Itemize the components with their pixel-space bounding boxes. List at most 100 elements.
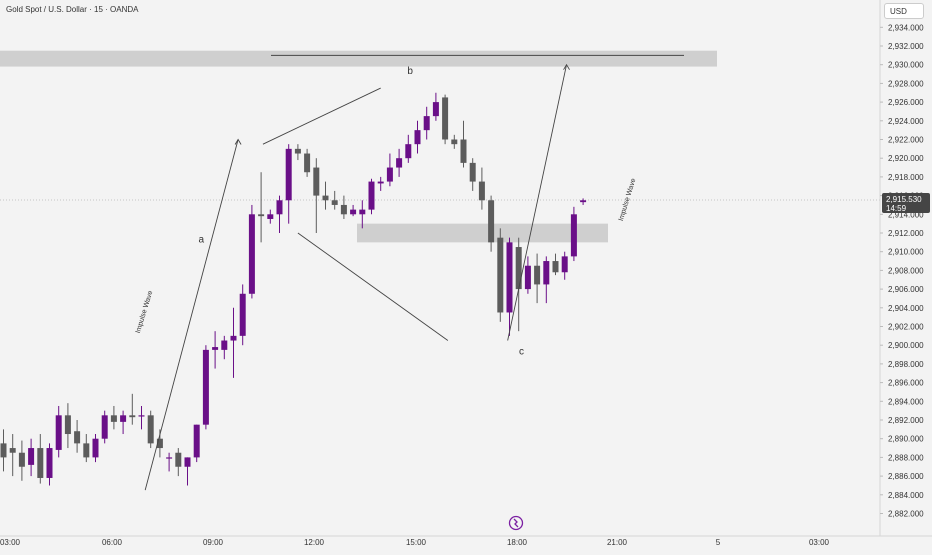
candle-body — [193, 424, 200, 458]
candle-body — [202, 349, 209, 425]
candle-body — [156, 438, 163, 449]
candle-body — [359, 209, 366, 215]
candle-body — [460, 139, 467, 163]
candle-body — [110, 415, 117, 422]
candle-body — [46, 448, 53, 478]
x-tick-label: 06:00 — [102, 538, 123, 547]
candle-body — [175, 452, 182, 467]
candle-body — [239, 293, 246, 336]
candle-body — [230, 335, 237, 341]
candle-body — [396, 158, 403, 168]
candle-body — [120, 415, 127, 422]
candle-body — [442, 97, 449, 140]
candle-body — [294, 148, 301, 154]
candle-body — [368, 181, 375, 210]
x-tick-label: 21:00 — [607, 538, 628, 547]
candle-body — [534, 265, 541, 285]
price-badge-box — [882, 192, 930, 213]
y-tick-label: 2,882.000 — [888, 510, 924, 519]
candle-body — [285, 148, 292, 201]
y-tick-label: 2,890.000 — [888, 435, 924, 444]
candle-body — [561, 256, 568, 273]
candle-body — [469, 162, 476, 182]
resistance-zone — [0, 50, 717, 67]
candle-body — [74, 431, 81, 444]
candle-body — [515, 247, 522, 290]
impulse-wave-line-1 — [144, 139, 239, 491]
candle-body — [331, 200, 338, 205]
y-tick-label: 2,932.000 — [888, 42, 924, 51]
y-tick-label: 2,892.000 — [888, 416, 924, 425]
x-tick-label: 09:00 — [203, 538, 224, 547]
candles-group — [0, 92, 587, 486]
candle-body — [276, 200, 283, 215]
candle-body — [423, 116, 430, 131]
candle-body — [432, 102, 439, 117]
candle-body — [478, 181, 485, 201]
y-tick-label: 2,910.000 — [888, 248, 924, 257]
candle-body — [304, 153, 311, 173]
candle-body — [83, 443, 90, 458]
y-tick-label: 2,908.000 — [888, 266, 924, 275]
candle-body — [552, 261, 559, 273]
y-tick-label: 2,884.000 — [888, 491, 924, 500]
wave-line-b — [262, 87, 381, 145]
x-tick-label: 18:00 — [507, 538, 528, 547]
candle-body — [0, 443, 7, 458]
candle-body — [524, 265, 531, 290]
y-tick-label: 2,934.000 — [888, 23, 924, 32]
candle-body — [570, 214, 577, 257]
x-tick-label: 12:00 — [304, 538, 325, 547]
candle-body — [248, 214, 255, 294]
candle-body — [64, 415, 71, 435]
candle-body — [386, 167, 393, 182]
y-tick-label: 2,900.000 — [888, 341, 924, 350]
candle-body — [506, 242, 513, 313]
candle-body — [350, 209, 357, 215]
candle-body — [221, 340, 228, 350]
arrow-head-1 — [234, 138, 242, 145]
candle-body — [37, 448, 44, 478]
candle-body — [497, 237, 504, 313]
y-tick-label: 2,930.000 — [888, 61, 924, 70]
y-tick-label: 2,920.000 — [888, 154, 924, 163]
candle-body — [258, 214, 265, 217]
x-tick-label: 15:00 — [406, 538, 427, 547]
candle-body — [101, 415, 108, 439]
y-tick-label: 2,924.000 — [888, 117, 924, 126]
y-tick-label: 2,888.000 — [888, 453, 924, 462]
annotation-label: Impulse Wave — [618, 178, 638, 222]
candle-body — [92, 438, 99, 458]
candle-body — [543, 261, 550, 285]
candle-body — [340, 204, 347, 215]
candle-body — [28, 448, 35, 465]
y-tick-label: 2,898.000 — [888, 360, 924, 369]
candle-body — [129, 415, 136, 418]
candle-body — [212, 347, 219, 350]
y-tick-label: 2,904.000 — [888, 304, 924, 313]
candle-body — [451, 139, 458, 145]
logo-ring — [508, 515, 524, 531]
x-tick-label: 5 — [716, 538, 721, 547]
candle-body — [322, 195, 329, 201]
y-tick-label: 2,926.000 — [888, 98, 924, 107]
y-tick-label: 2,928.000 — [888, 79, 924, 88]
candle-body — [184, 457, 191, 467]
price-badge-value: 2,915.530 — [886, 195, 922, 204]
x-tick-label: 03:00 — [809, 538, 830, 547]
annotation-label: c — [519, 347, 524, 358]
annotation-label: Impulse Wave — [135, 290, 155, 334]
currency-button[interactable]: USD — [884, 3, 924, 19]
y-tick-label: 2,896.000 — [888, 379, 924, 388]
x-axis: 03:00 06:00 09:00 12:00 15:00 18:00 21:00 5 03:0… — [0, 535, 932, 547]
y-tick-label: 2,922.000 — [888, 136, 924, 145]
y-tick-label: 2,914.000 — [888, 210, 924, 219]
y-tick-label: 2,894.000 — [888, 397, 924, 406]
annotation-label: a — [199, 234, 205, 245]
harmonic-pattern — [144, 64, 567, 491]
candle-body — [488, 200, 495, 243]
y-tick-label: 2,918.000 — [888, 173, 924, 182]
